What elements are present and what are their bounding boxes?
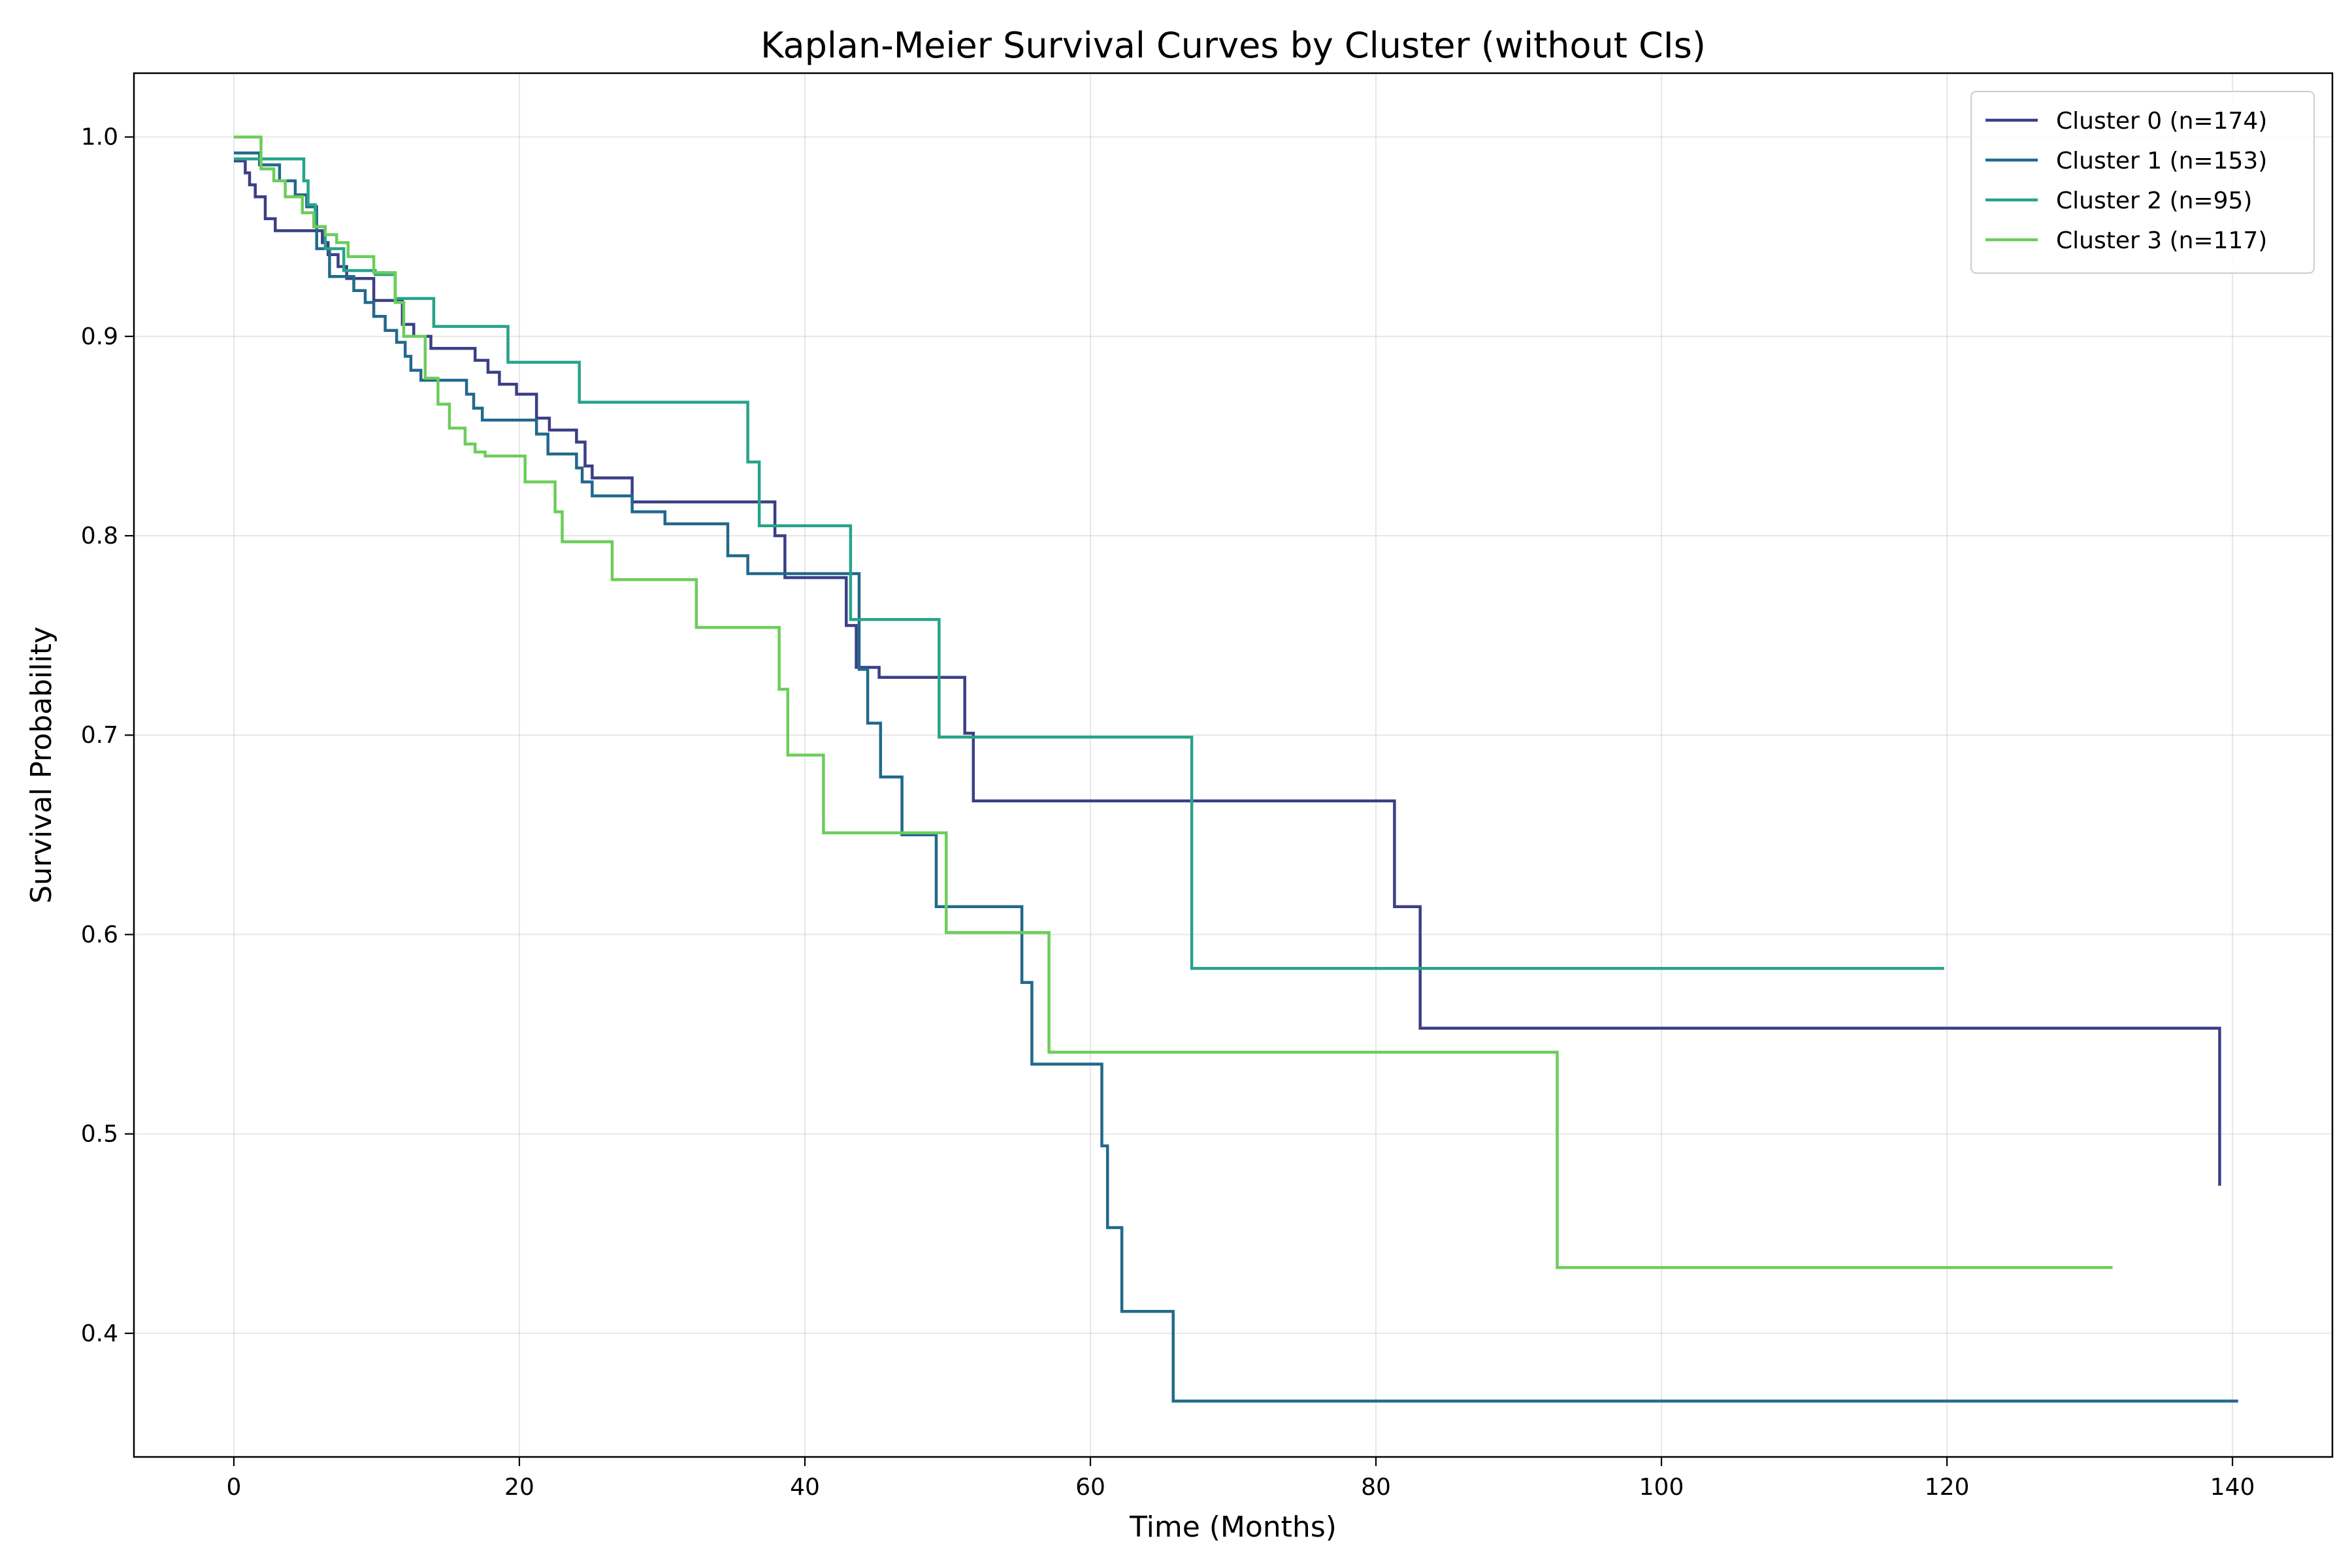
y-tick-label: 0.8 (81, 523, 118, 549)
legend: Cluster 0 (n=174) Cluster 1 (n=153) Cluste… (1970, 91, 2315, 274)
x-tick-label: 80 (1361, 1474, 1391, 1501)
y-tick-label: 1.0 (81, 124, 118, 151)
x-tick-label: 40 (790, 1474, 820, 1501)
x-tick-label: 60 (1075, 1474, 1105, 1501)
legend-label-cluster-3: Cluster 3 (n=117) (2056, 227, 2267, 254)
x-tick-label: 100 (1639, 1474, 1684, 1501)
chart-title: Kaplan-Meier Survival Curves by Cluster … (760, 25, 1706, 66)
y-tick-label: 0.7 (81, 722, 118, 749)
y-tick-label: 0.4 (81, 1320, 118, 1347)
legend-label-cluster-1: Cluster 1 (n=153) (2056, 148, 2267, 174)
y-tick-label: 0.5 (81, 1121, 118, 1148)
y-tick-label: 0.9 (81, 323, 118, 350)
series-line-cluster-3 (234, 135, 2113, 1269)
survival-curves (234, 135, 2238, 1403)
series-line-cluster-2 (234, 157, 1944, 970)
x-tick-label: 120 (1925, 1474, 1970, 1501)
legend-label-cluster-0: Cluster 0 (n=174) (2056, 108, 2267, 135)
y-tick-label: 0.6 (81, 921, 118, 948)
x-tick-label: 0 (227, 1474, 242, 1501)
legend-box (1970, 91, 2315, 274)
series-line-cluster-1 (234, 151, 2238, 1403)
x-tick-label: 20 (504, 1474, 534, 1501)
x-tick-label: 140 (2210, 1474, 2255, 1501)
legend-label-cluster-2: Cluster 2 (n=95) (2056, 188, 2252, 214)
series-line-cluster-0 (234, 159, 2221, 1186)
axis-ticks: 0 20 40 60 80 100 120 140 0.4 0.5 0.6 0.7 0.8 0.9 1.0 (81, 124, 2255, 1501)
y-axis-label: Survival Probability (25, 627, 58, 904)
x-axis-label: Time (Months) (1129, 1511, 1337, 1544)
plot-frame (133, 72, 2334, 1458)
grid-lines (134, 73, 2332, 1457)
